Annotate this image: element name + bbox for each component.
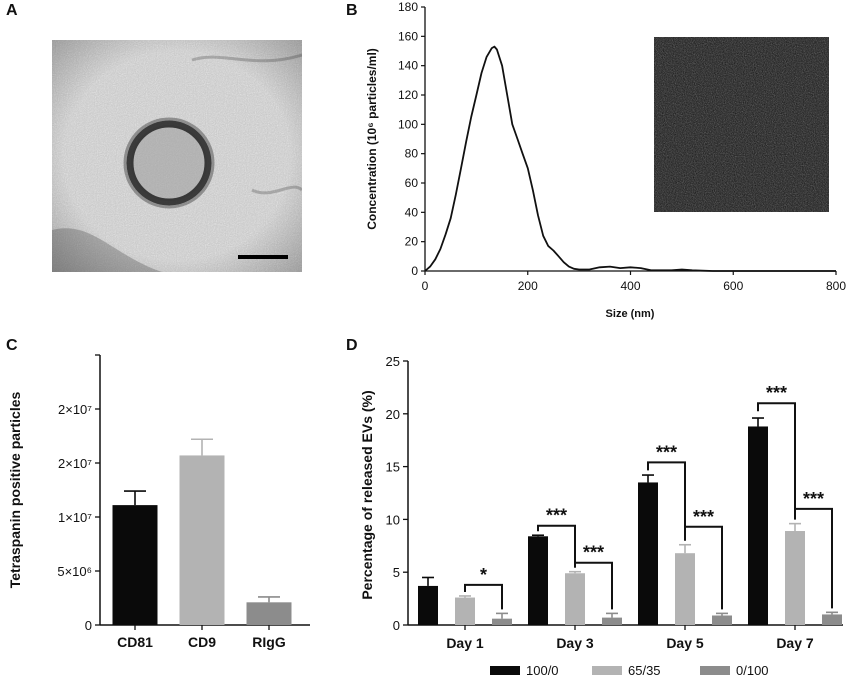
tem-micrograph-image (52, 40, 302, 272)
d-significance-bracket (684, 525, 723, 610)
d-bar (712, 615, 732, 625)
b-x-tick-label: 600 (723, 279, 743, 293)
d-significance-label: *** (693, 507, 714, 527)
d-y-tick-label: 20 (386, 407, 400, 422)
c-x-tick-label: CD81 (117, 634, 153, 650)
d-significance-bracket (757, 402, 796, 520)
b-y-tick-label: 100 (398, 117, 418, 131)
d-bar (455, 597, 475, 625)
b-y-tick-label: 120 (398, 88, 418, 102)
d-legend-swatch (700, 666, 730, 675)
d-significance-bracket (794, 507, 833, 609)
b-y-axis-title: Concentration (10⁶ particles/ml) (365, 48, 379, 230)
b-series-line (424, 45, 836, 272)
d-y-tick-label: 15 (386, 460, 400, 475)
c-y-tick-label: 2×10⁷ (58, 402, 92, 417)
d-significance-bracket (537, 524, 576, 568)
d-legend: 100/0 65/35 0/100 (490, 663, 769, 678)
panel-label-b: B (346, 2, 358, 19)
panel-label-a: A (6, 2, 18, 19)
b-x-tick-label: 400 (620, 279, 640, 293)
d-bar (748, 426, 768, 625)
d-bar (822, 614, 842, 625)
b-x-axis-title: Size (nm) (606, 308, 655, 320)
c-y-tick-label: 5×10⁶ (57, 564, 92, 579)
b-y-tick-label: 20 (405, 235, 419, 249)
d-significance-bracket (574, 561, 613, 610)
d-legend-swatch (592, 666, 622, 675)
b-y-tick-label: 160 (398, 29, 418, 43)
b-x-tick-label: 800 (826, 279, 846, 293)
scale-bar (238, 255, 288, 259)
c-bar-cd9 (179, 455, 225, 625)
b-y-tick-label: 0 (411, 264, 418, 278)
d-bar (638, 482, 658, 625)
b-x-tick-label: 0 (422, 279, 429, 293)
d-significance-label: *** (766, 383, 787, 403)
d-x-tick-label: Day 1 (446, 635, 484, 651)
tem-micrograph (52, 40, 302, 272)
d-y-tick-label: 5 (393, 565, 400, 580)
c-y-axis-title: Tetraspanin positive particles (7, 392, 23, 589)
c-x-tick-label: CD9 (188, 634, 216, 650)
c-bar-rigg (246, 602, 292, 625)
d-bar (565, 573, 585, 625)
d-significance-label: *** (583, 543, 604, 563)
d-significance-label: *** (656, 442, 677, 462)
d-bar (528, 536, 548, 625)
d-legend-label: 100/0 (526, 663, 559, 678)
d-significance-label: *** (803, 489, 824, 509)
panel-label-d: D (346, 337, 358, 354)
d-x-tick-label: Day 3 (556, 635, 594, 651)
d-y-tick-label: 10 (386, 512, 400, 527)
nta-inset-image (654, 37, 829, 212)
panel-label-c: C (6, 337, 18, 354)
d-y-tick-label: 0 (393, 618, 400, 633)
d-x-tick-label: Day 7 (776, 635, 814, 651)
c-y-tick-label: 1×10⁷ (58, 510, 92, 525)
d-bar (785, 531, 805, 625)
d-y-tick-label: 25 (386, 354, 400, 369)
d-significance-label: *** (546, 506, 567, 526)
b-y-tick-label: 180 (398, 0, 418, 14)
c-x-tick-label: RIgG (252, 634, 286, 650)
b-y-tick-label: 40 (405, 205, 419, 219)
b-y-tick-label: 60 (405, 176, 419, 190)
d-bar (492, 618, 512, 625)
d-significance-bracket (464, 583, 503, 610)
b-x-tick-label: 200 (518, 279, 538, 293)
d-significance-bracket (647, 461, 686, 541)
d-significance-label: * (480, 565, 487, 585)
c-y-tick-label: 2×10⁷ (58, 456, 92, 471)
b-y-tick-label: 140 (398, 59, 418, 73)
d-legend-swatch (490, 666, 520, 675)
d-bar (602, 617, 622, 625)
c-y-tick-label: 0 (85, 618, 92, 633)
d-x-tick-label: Day 5 (666, 635, 704, 651)
c-bar-cd81 (112, 505, 158, 625)
b-y-tick-label: 80 (405, 147, 419, 161)
d-legend-label: 65/35 (628, 663, 661, 678)
d-y-axis-title: Percentage of released EVs (%) (359, 390, 375, 599)
d-bar (675, 553, 695, 625)
d-legend-label: 0/100 (736, 663, 769, 678)
d-bar (418, 585, 438, 625)
